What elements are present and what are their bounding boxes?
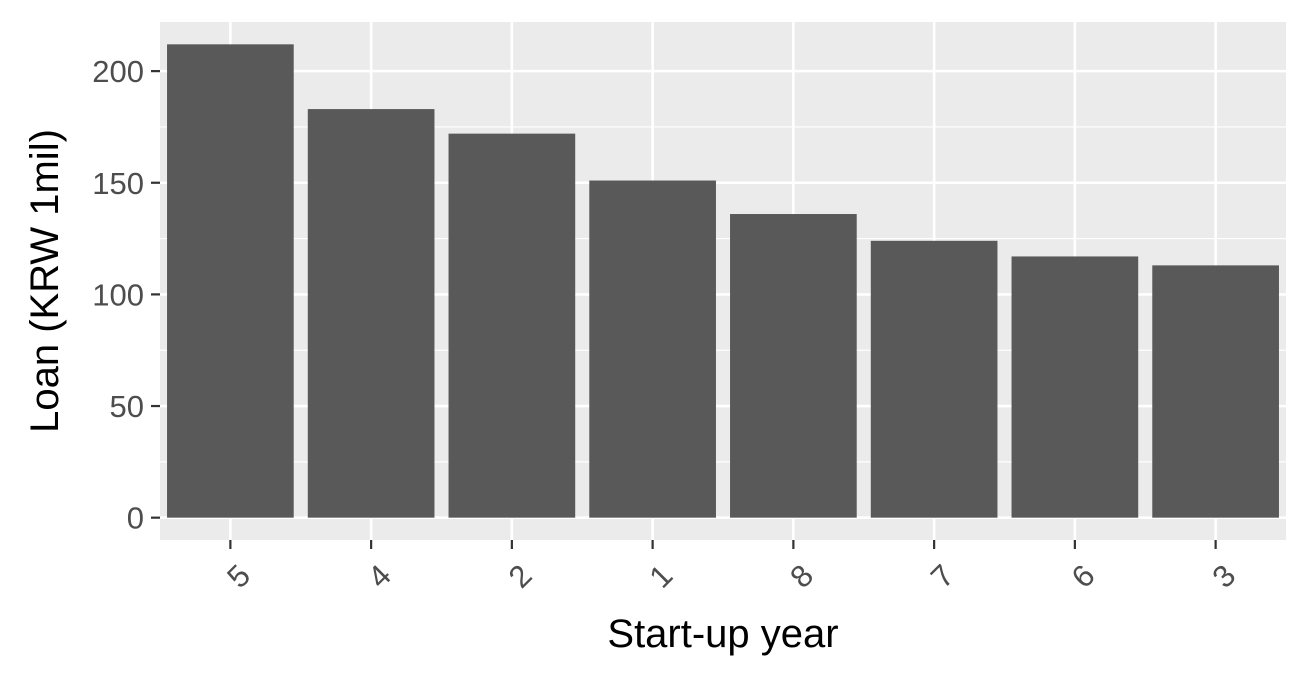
x-tick-label: 3 [1205,558,1242,595]
x-axis-title: Start-up year [607,612,838,656]
y-axis-title: Loan (KRW 1mil) [23,129,67,433]
x-axis: 5 4 2 1 8 7 6 3 [220,540,1242,595]
bar [1011,256,1139,518]
bar [870,240,998,518]
x-tick-label: 1 [642,558,679,595]
bar [448,133,576,518]
x-tick-label: 8 [783,558,820,595]
bar [307,109,435,518]
y-axis: 0 50 100 150 200 [92,54,160,536]
y-tick-label: 200 [92,54,144,89]
y-tick-label: 150 [92,166,144,201]
x-tick-label: 7 [924,558,961,595]
bar [167,44,294,518]
bars [167,44,1279,518]
y-tick-label: 50 [110,389,144,424]
y-tick-label: 0 [127,501,144,536]
bar [589,180,716,518]
bar [1152,265,1279,518]
x-tick-label: 5 [220,558,257,595]
x-tick-label: 2 [502,558,539,595]
bar [730,214,857,518]
y-tick-label: 100 [92,277,144,312]
x-tick-label: 6 [1065,558,1102,595]
x-tick-label: 4 [361,558,398,595]
